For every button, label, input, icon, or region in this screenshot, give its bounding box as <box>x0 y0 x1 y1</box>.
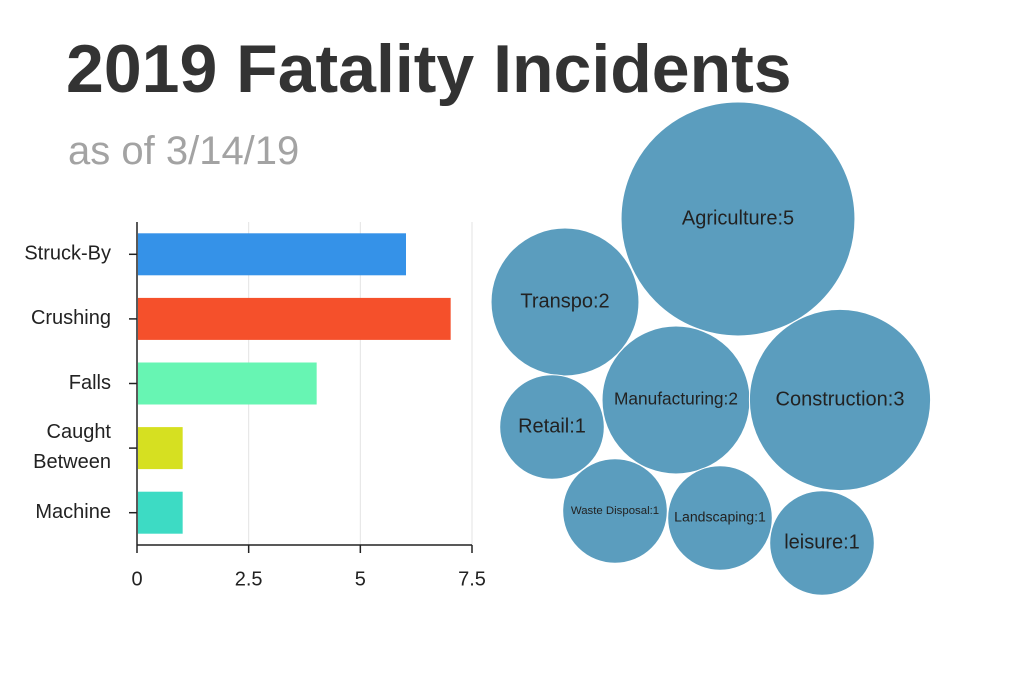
x-tick-label: 5 <box>355 568 366 590</box>
x-tick-label: 7.5 <box>458 568 486 590</box>
y-tick-label: Crushing <box>31 307 111 329</box>
y-tick-label: Machine <box>35 501 111 523</box>
page-subtitle: as of 3/14/19 <box>68 129 299 173</box>
y-tick-label: Struck-By <box>24 243 111 265</box>
y-tick-label: Caught Between <box>33 421 111 473</box>
x-tick-label: 0 <box>131 568 142 590</box>
bubble-label: Waste Disposal:1 <box>571 505 659 517</box>
bubble-label: Construction:3 <box>776 388 905 410</box>
bubble-label: Manufacturing:2 <box>614 389 738 409</box>
bubble <box>499 374 605 480</box>
page-title: 2019 Fatality Incidents <box>66 31 792 107</box>
bubble <box>562 458 668 564</box>
bubble-label: Agriculture:5 <box>682 207 794 229</box>
bubble <box>667 465 773 571</box>
bubble-label: Retail:1 <box>518 415 586 437</box>
bubble-label: Transpo:2 <box>520 290 609 312</box>
bar <box>138 491 183 534</box>
x-tick-label: 2.5 <box>235 568 263 590</box>
y-tick-label: Falls <box>69 372 111 394</box>
bubble-label: leisure:1 <box>784 531 860 553</box>
bubble <box>748 308 932 492</box>
bubble <box>620 101 856 337</box>
bar <box>138 233 406 276</box>
bar <box>138 362 317 405</box>
bar <box>138 427 183 470</box>
bubble <box>769 490 875 596</box>
bar <box>138 297 451 340</box>
bubble-label: Landscaping:1 <box>674 509 766 525</box>
